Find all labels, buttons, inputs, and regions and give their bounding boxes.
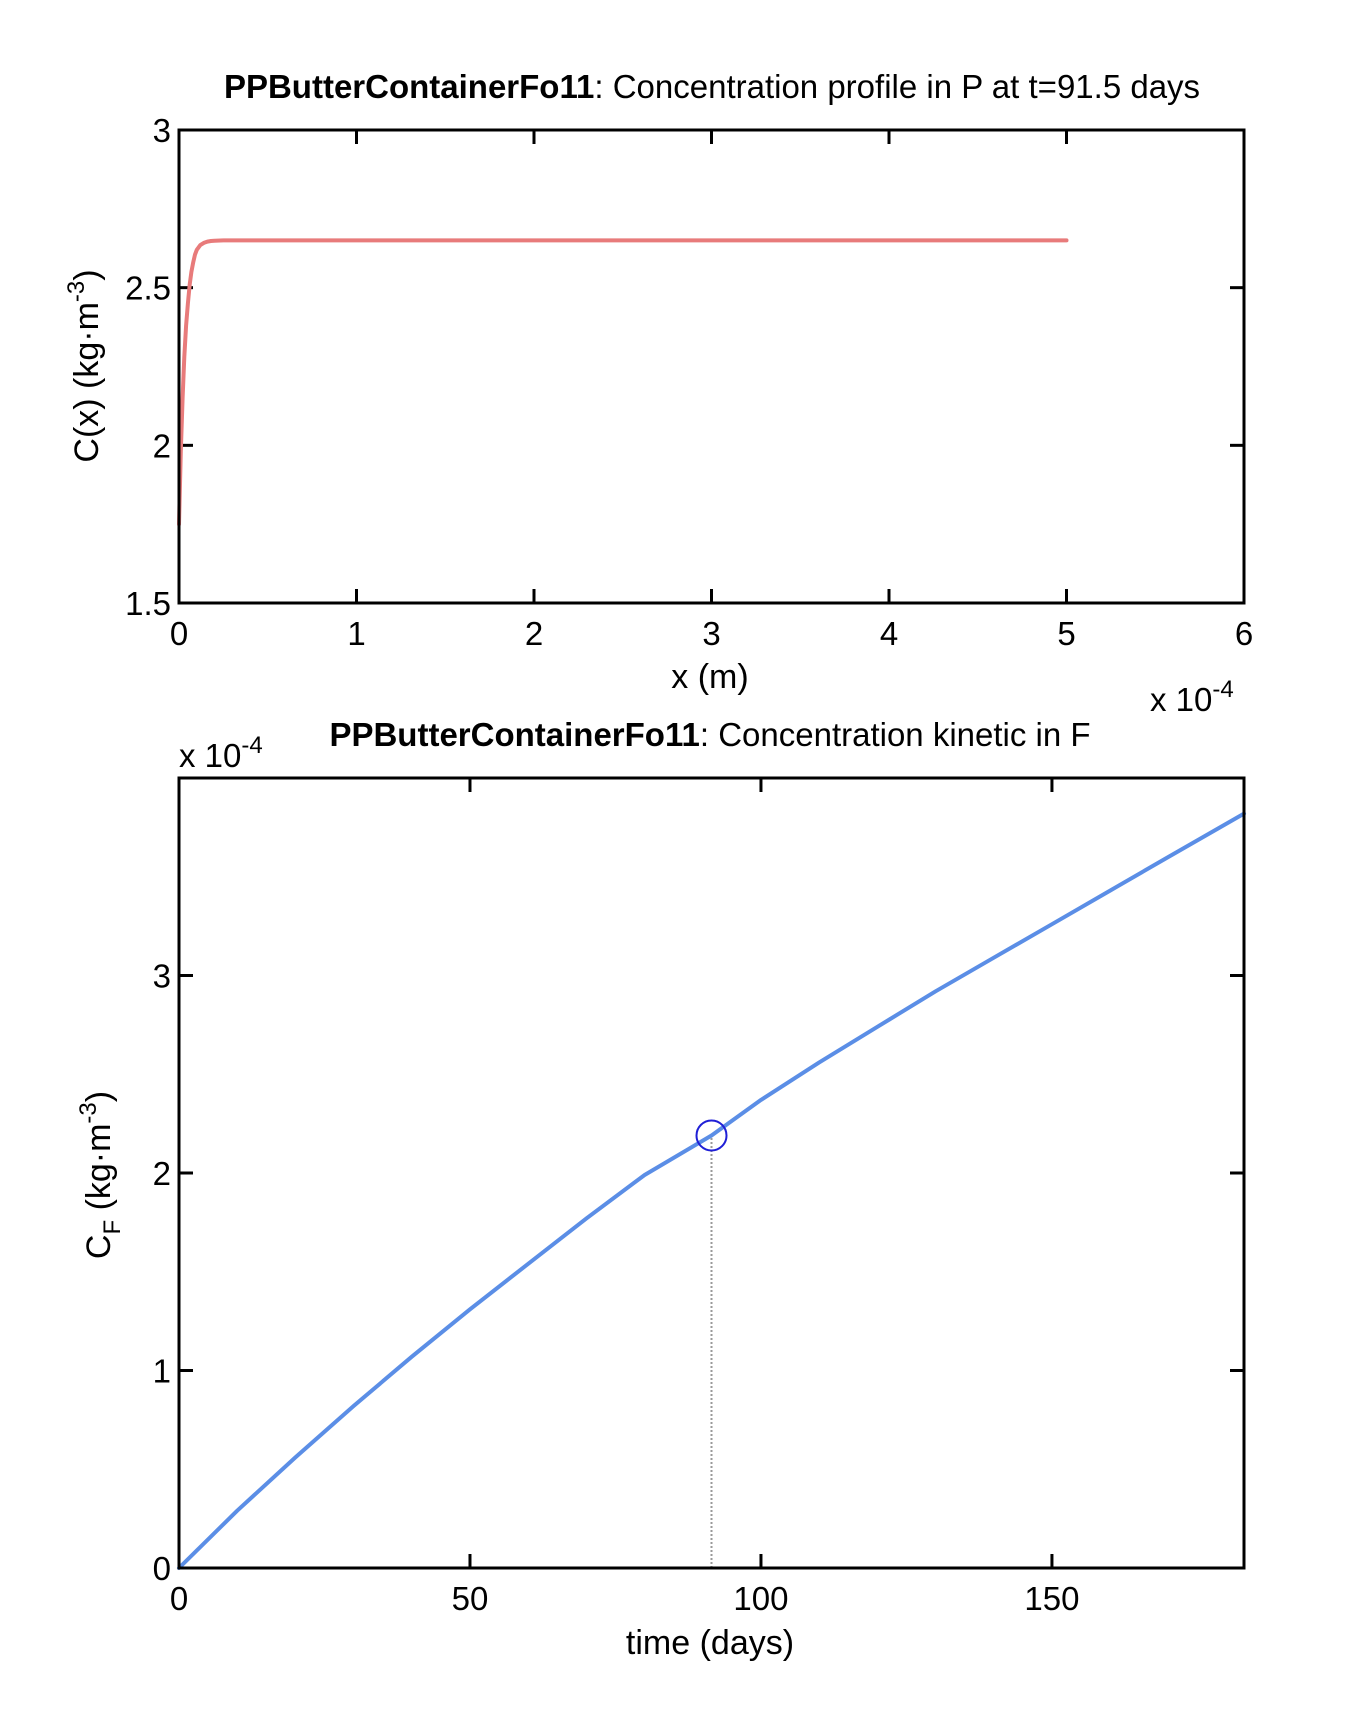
- chart2-current-time-marker: [695, 1119, 728, 1152]
- chart2-x-tick-label: 50: [452, 1580, 489, 1617]
- chart1-x-tick-label: 2: [525, 615, 543, 652]
- chart2-y-label-main: C: [80, 1235, 118, 1260]
- chart2-y-axis-label: CF (kg·m-3): [75, 1091, 126, 1259]
- chart1-x-exponent: x 10-4: [1150, 676, 1234, 718]
- chart1-x-tick-label: 5: [1057, 615, 1075, 652]
- chart1-title-rest: : Concentration profile in P at t=91.5 d…: [594, 68, 1200, 105]
- chart1-x-tick-label: 0: [170, 615, 188, 652]
- chart1-ticks: [177, 128, 1246, 605]
- chart2-y-exponent: x 10-4: [179, 732, 263, 774]
- chart2-y-tick-label: 3: [153, 958, 171, 995]
- chart2-y-tick-label: 1: [153, 1353, 171, 1390]
- chart1-x-tick-label: 3: [702, 615, 720, 652]
- chart1-series-line: [177, 238, 1069, 527]
- chart1-series: [177, 238, 1069, 527]
- chart1-y-label-sup: -3: [63, 281, 90, 302]
- chart2-y-tick-labels: 0 1 2 3: [153, 958, 171, 1588]
- chart2-series-line: [177, 811, 1246, 1570]
- chart2-title-bold: PPButterContainerFo11: [329, 716, 699, 753]
- chart1-y-tick-label: 1.5: [125, 585, 171, 622]
- concentration-kinetic-chart: PPButterContainerFo11: Concentration kin…: [75, 716, 1246, 1662]
- chart1-x-tick-label: 4: [880, 615, 898, 652]
- chart2-x-tick-label: 0: [170, 1580, 188, 1617]
- chart1-axes-box: [177, 128, 1246, 605]
- chart1-x-tick-labels: 0 1 2 3 4 5 6: [170, 615, 1253, 652]
- chart1-title: PPButterContainerFo11: Concentration pro…: [224, 68, 1200, 105]
- chart2-x-tick-label: 100: [733, 1580, 788, 1617]
- chart1-x-exponent-power: -4: [1212, 676, 1233, 703]
- chart2-y-tick-label: 2: [153, 1155, 171, 1192]
- chart2-y-label-tail: ): [80, 1091, 118, 1102]
- chart1-y-axis-label: C(x) (kg·m-3): [63, 269, 106, 462]
- chart2-x-tick-label: 150: [1024, 1580, 1079, 1617]
- chart2-y-label-rest: (kg·m: [80, 1124, 118, 1220]
- chart2-x-axis-label: time (days): [626, 1624, 794, 1662]
- chart1-y-tick-labels: 1.5 2 2.5 3: [125, 112, 171, 622]
- chart2-y-label-sup: -3: [75, 1102, 102, 1123]
- chart1-y-tick-label: 2: [153, 427, 171, 464]
- chart1-y-label-tail: ): [68, 269, 106, 280]
- chart2-series: [177, 811, 1246, 1570]
- chart1-title-bold: PPButterContainerFo11: [224, 68, 594, 105]
- chart2-y-exponent-base: x 10: [179, 737, 241, 774]
- chart2-axes-box: [177, 776, 1246, 1570]
- chart2-title-rest: : Concentration kinetic in F: [700, 716, 1091, 753]
- chart1-y-tick-label: 3: [153, 112, 171, 149]
- chart2-title: PPButterContainerFo11: Concentration kin…: [329, 716, 1090, 753]
- chart1-y-tick-label: 2.5: [125, 270, 171, 307]
- chart1-x-axis-label: x (m): [671, 658, 748, 696]
- chart1-x-exponent-base: x 10: [1150, 681, 1212, 718]
- chart2-y-tick-label: 0: [153, 1550, 171, 1587]
- chart2-y-label-sub: F: [99, 1220, 126, 1235]
- chart1-y-label-main: C(x) (kg·m: [68, 302, 106, 463]
- chart2-ticks: [177, 778, 1244, 1570]
- chart1-x-tick-label: 6: [1235, 615, 1253, 652]
- concentration-profile-chart: PPButterContainerFo11: Concentration pro…: [63, 68, 1253, 718]
- chart2-y-exponent-power: -4: [241, 732, 262, 759]
- chart1-x-tick-label: 1: [347, 615, 365, 652]
- chart2-x-tick-labels: 0 50 100 150: [170, 1580, 1080, 1617]
